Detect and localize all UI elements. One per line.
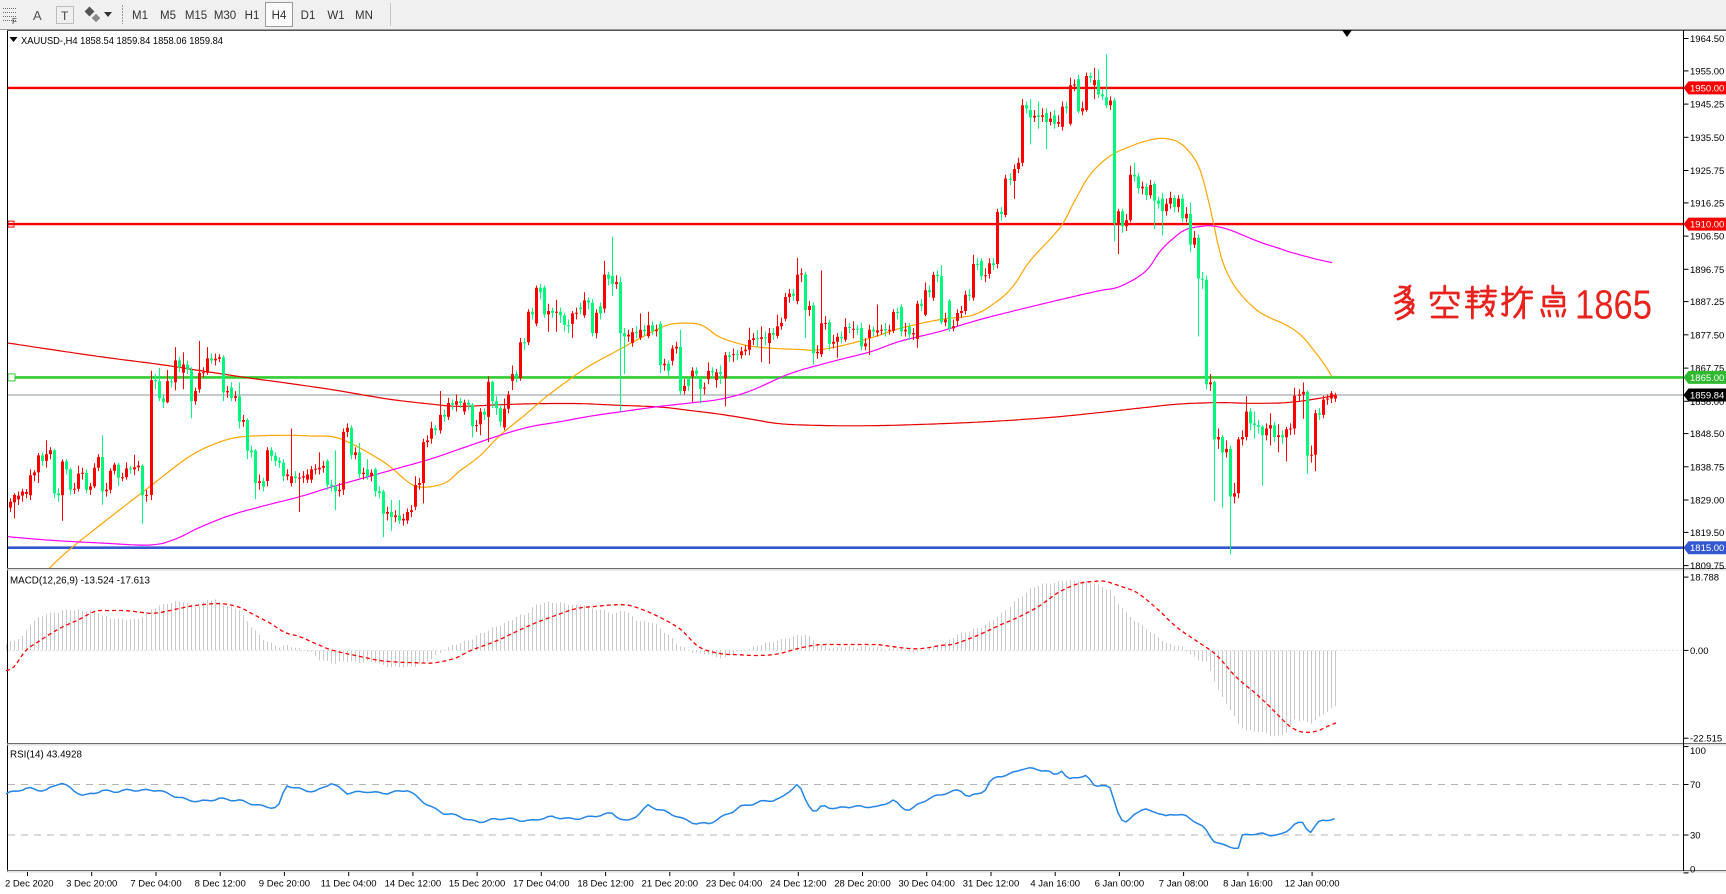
svg-text:D1: D1 bbox=[301, 10, 316, 22]
svg-text:RSI(14) 43.4928: RSI(14) 43.4928 bbox=[10, 750, 82, 761]
svg-text:8 Dec 12:00: 8 Dec 12:00 bbox=[195, 879, 246, 890]
svg-text:4 Jan 16:00: 4 Jan 16:00 bbox=[1030, 879, 1080, 890]
svg-text:11 Dec 04:00: 11 Dec 04:00 bbox=[321, 879, 377, 890]
svg-text:H1: H1 bbox=[245, 10, 260, 22]
svg-text:31 Dec 12:00: 31 Dec 12:00 bbox=[963, 879, 1020, 890]
svg-text:30 Dec 04:00: 30 Dec 04:00 bbox=[898, 879, 955, 890]
svg-text:-22.515: -22.515 bbox=[1690, 734, 1722, 745]
svg-text:15 Dec 20:00: 15 Dec 20:00 bbox=[449, 879, 506, 890]
svg-text:1925.75: 1925.75 bbox=[1690, 166, 1724, 177]
svg-text:M5: M5 bbox=[160, 10, 176, 22]
svg-text:1896.75: 1896.75 bbox=[1690, 265, 1724, 276]
svg-text:0.00: 0.00 bbox=[1690, 646, 1709, 657]
svg-text:1865.00: 1865.00 bbox=[1690, 373, 1724, 384]
svg-text:3 Dec 20:00: 3 Dec 20:00 bbox=[66, 879, 117, 890]
svg-text:21 Dec 20:00: 21 Dec 20:00 bbox=[642, 879, 699, 890]
svg-text:1865: 1865 bbox=[1575, 282, 1652, 328]
svg-text:A: A bbox=[33, 8, 42, 23]
svg-text:1838.75: 1838.75 bbox=[1690, 462, 1724, 473]
svg-text:28 Dec 20:00: 28 Dec 20:00 bbox=[834, 879, 891, 890]
svg-text:1829.00: 1829.00 bbox=[1690, 496, 1724, 507]
svg-text:1906.50: 1906.50 bbox=[1690, 232, 1724, 243]
svg-text:XAUUSD-,H4 1858.54 1859.84 18: XAUUSD-,H4 1858.54 1859.84 1858.06 1859.… bbox=[21, 35, 223, 47]
svg-text:M15: M15 bbox=[185, 10, 207, 22]
svg-text:1819.50: 1819.50 bbox=[1690, 528, 1724, 539]
svg-text:W1: W1 bbox=[327, 10, 344, 22]
svg-text:14 Dec 12:00: 14 Dec 12:00 bbox=[385, 879, 442, 890]
svg-text:17 Dec 04:00: 17 Dec 04:00 bbox=[513, 879, 570, 890]
svg-text:70: 70 bbox=[1690, 780, 1701, 791]
svg-text:1945.25: 1945.25 bbox=[1690, 100, 1724, 111]
svg-text:1859.84: 1859.84 bbox=[1690, 391, 1724, 402]
svg-text:7 Jan 08:00: 7 Jan 08:00 bbox=[1159, 879, 1209, 890]
svg-text:1809.75: 1809.75 bbox=[1690, 561, 1724, 572]
svg-text:1964.50: 1964.50 bbox=[1690, 34, 1724, 45]
svg-text:7 Dec 04:00: 7 Dec 04:00 bbox=[130, 879, 181, 890]
svg-text:F: F bbox=[12, 17, 17, 26]
svg-text:MN: MN bbox=[355, 10, 373, 22]
svg-text:1910.00: 1910.00 bbox=[1690, 220, 1724, 231]
svg-text:9 Dec 20:00: 9 Dec 20:00 bbox=[259, 879, 310, 890]
svg-text:MACD(12,26,9) -13.524 -17.613: MACD(12,26,9) -13.524 -17.613 bbox=[10, 576, 151, 587]
svg-text:0: 0 bbox=[1690, 864, 1695, 875]
svg-text:1916.25: 1916.25 bbox=[1690, 198, 1724, 209]
svg-text:1955.00: 1955.00 bbox=[1690, 66, 1724, 77]
svg-text:24 Dec 12:00: 24 Dec 12:00 bbox=[770, 879, 827, 890]
svg-text:23 Dec 04:00: 23 Dec 04:00 bbox=[706, 879, 763, 890]
svg-text:2 Dec 2020: 2 Dec 2020 bbox=[5, 879, 54, 890]
svg-text:8 Jan 16:00: 8 Jan 16:00 bbox=[1223, 879, 1273, 890]
svg-text:1877.50: 1877.50 bbox=[1690, 330, 1724, 341]
svg-text:30: 30 bbox=[1690, 831, 1701, 842]
svg-text:1848.50: 1848.50 bbox=[1690, 429, 1724, 440]
svg-text:18.788: 18.788 bbox=[1690, 573, 1719, 584]
svg-text:M1: M1 bbox=[132, 10, 148, 22]
svg-text:T: T bbox=[61, 9, 69, 23]
svg-text:1887.25: 1887.25 bbox=[1690, 297, 1724, 308]
svg-text:6 Jan 00:00: 6 Jan 00:00 bbox=[1095, 879, 1145, 890]
svg-text:1950.00: 1950.00 bbox=[1690, 83, 1724, 94]
svg-text:M30: M30 bbox=[214, 10, 236, 22]
svg-text:1867.75: 1867.75 bbox=[1690, 364, 1724, 375]
svg-text:12 Jan 00:00: 12 Jan 00:00 bbox=[1285, 879, 1340, 890]
svg-text:1858.00: 1858.00 bbox=[1690, 397, 1724, 408]
svg-text:18 Dec 12:00: 18 Dec 12:00 bbox=[577, 879, 634, 890]
svg-text:1815.00: 1815.00 bbox=[1690, 543, 1724, 554]
svg-text:1935.50: 1935.50 bbox=[1690, 133, 1724, 144]
svg-text:H4: H4 bbox=[272, 10, 287, 22]
svg-text:100: 100 bbox=[1690, 746, 1706, 757]
